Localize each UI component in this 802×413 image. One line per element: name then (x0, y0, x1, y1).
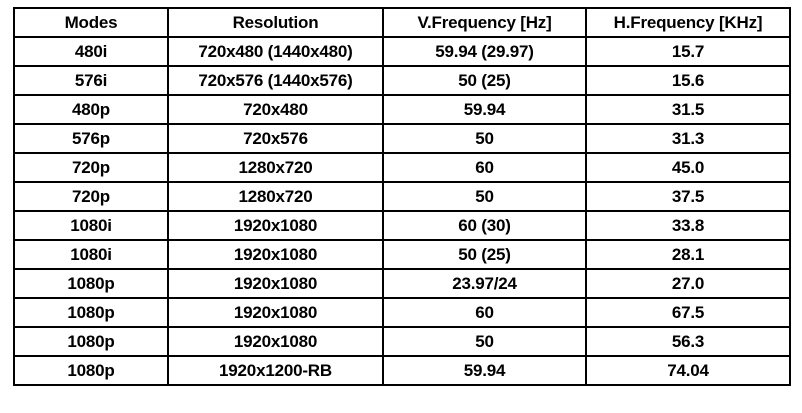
table-cell: 50 (382, 181, 587, 212)
table-cell: 15.6 (585, 65, 791, 96)
table-cell: 33.8 (585, 210, 791, 241)
table-cell: 1080p (13, 355, 169, 386)
table-cell: 50 (25) (382, 65, 587, 96)
table-header: Modes Resolution V.Frequency [Hz] H.Freq… (13, 7, 791, 38)
table-cell: 1080p (13, 297, 169, 328)
table-cell: 480p (13, 94, 169, 125)
table-cell: 23.97/24 (382, 268, 587, 299)
table-cell: 59.94 (382, 94, 587, 125)
table-cell: 720x480 (1440x480) (167, 36, 384, 67)
table-cell: 720p (13, 181, 169, 212)
table-row: 480i 720x480 (1440x480) 59.94 (29.97) 15.7 (13, 36, 791, 67)
table-cell: 56.3 (585, 326, 791, 357)
table-row: 1080p 1920x1200-RB 59.94 74.04 (13, 355, 791, 386)
column-header-modes: Modes (13, 7, 169, 38)
table-cell: 31.3 (585, 123, 791, 154)
table-cell: 31.5 (585, 94, 791, 125)
table-row: 720p 1280x720 60 45.0 (13, 152, 791, 183)
table-cell: 60 (382, 152, 587, 183)
table-row: 576i 720x576 (1440x576) 50 (25) 15.6 (13, 65, 791, 96)
table-row: 480p 720x480 59.94 31.5 (13, 94, 791, 125)
table-cell: 1920x1080 (167, 239, 384, 270)
table-cell: 1080p (13, 326, 169, 357)
table-cell: 74.04 (585, 355, 791, 386)
table-cell: 1080p (13, 268, 169, 299)
table-cell: 720p (13, 152, 169, 183)
table-row: 1080p 1920x1080 23.97/24 27.0 (13, 268, 791, 299)
table-cell: 37.5 (585, 181, 791, 212)
table-cell: 720x576 (167, 123, 384, 154)
table-cell: 1920x1080 (167, 326, 384, 357)
table-cell: 1280x720 (167, 181, 384, 212)
table-row: 720p 1280x720 50 37.5 (13, 181, 791, 212)
table-cell: 1920x1080 (167, 210, 384, 241)
video-mode-timing-table: Modes Resolution V.Frequency [Hz] H.Freq… (13, 7, 791, 386)
table-row: 1080i 1920x1080 50 (25) 28.1 (13, 239, 791, 270)
table-cell: 720x576 (1440x576) (167, 65, 384, 96)
table-cell: 1080i (13, 210, 169, 241)
table-cell: 1920x1200-RB (167, 355, 384, 386)
column-header-resolution: Resolution (167, 7, 384, 38)
column-header-h-frequency: H.Frequency [KHz] (585, 7, 791, 38)
table-cell: 27.0 (585, 268, 791, 299)
table-cell: 59.94 (382, 355, 587, 386)
table-cell: 67.5 (585, 297, 791, 328)
table-cell: 60 (382, 297, 587, 328)
table-cell: 15.7 (585, 36, 791, 67)
table-cell: 59.94 (29.97) (382, 36, 587, 67)
table-cell: 1080i (13, 239, 169, 270)
table-cell: 1920x1080 (167, 297, 384, 328)
table-cell: 45.0 (585, 152, 791, 183)
table-cell: 60 (30) (382, 210, 587, 241)
table-cell: 576i (13, 65, 169, 96)
table-row: 1080p 1920x1080 50 56.3 (13, 326, 791, 357)
table-row: 1080p 1920x1080 60 67.5 (13, 297, 791, 328)
table-header-row: Modes Resolution V.Frequency [Hz] H.Freq… (13, 7, 791, 38)
table-cell: 28.1 (585, 239, 791, 270)
table-cell: 576p (13, 123, 169, 154)
table-cell: 50 (382, 123, 587, 154)
table-cell: 1280x720 (167, 152, 384, 183)
table-cell: 480i (13, 36, 169, 67)
table-body: 480i 720x480 (1440x480) 59.94 (29.97) 15.7 5… (13, 36, 791, 386)
table-row: 576p 720x576 50 31.3 (13, 123, 791, 154)
column-header-v-frequency: V.Frequency [Hz] (382, 7, 587, 38)
table-row: 1080i 1920x1080 60 (30) 33.8 (13, 210, 791, 241)
table-cell: 50 (25) (382, 239, 587, 270)
table-cell: 1920x1080 (167, 268, 384, 299)
table-cell: 720x480 (167, 94, 384, 125)
table-cell: 50 (382, 326, 587, 357)
